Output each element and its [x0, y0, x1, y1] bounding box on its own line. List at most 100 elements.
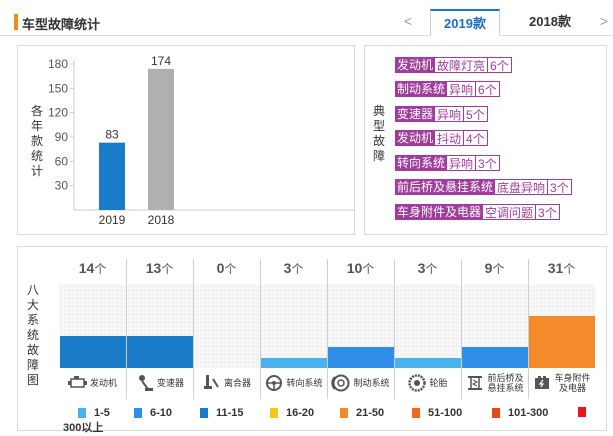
- system-bar[interactable]: [60, 336, 126, 368]
- legend-item: 51-100: [412, 407, 462, 419]
- title-accent-bar: [14, 14, 18, 30]
- system-name: 车身附件 及电器: [554, 373, 591, 393]
- legend-label: 11-15: [216, 407, 244, 419]
- y-tick-label: 150: [48, 81, 68, 95]
- system-label: 离合器: [193, 368, 260, 398]
- legend-swatch: [270, 408, 278, 418]
- system-name: 变速器: [156, 378, 184, 388]
- legend-label: 51-100: [428, 407, 463, 419]
- system-count: 9个: [484, 260, 505, 276]
- system-bar[interactable]: [462, 347, 528, 368]
- x-tick-label: 2019: [99, 213, 126, 227]
- engine-icon: [67, 376, 87, 388]
- fault-category: 发动机: [395, 56, 436, 73]
- fault-count: 3个: [476, 154, 500, 171]
- clutch-pedal-icon: [203, 375, 219, 389]
- eight-systems-panel: 八大系统故障图 14个 发动机 13个 变速器 0个 离合器 3个 转向系统 10个 制动系统 3个…: [17, 246, 607, 434]
- system-count: 3个: [417, 260, 438, 276]
- fault-issue: 故障灯亮: [435, 56, 489, 73]
- legend-item: 21-50: [340, 407, 384, 419]
- system-bar[interactable]: [127, 336, 193, 368]
- tab-2019[interactable]: 2019款: [430, 9, 500, 36]
- fault-item[interactable]: 变速器 异响 5个: [395, 105, 488, 122]
- legend-label: 21-50: [356, 407, 385, 419]
- tire-icon: [408, 374, 427, 392]
- fault-category: 制动系统: [395, 81, 448, 97]
- fault-issue: 抖动: [435, 130, 465, 146]
- system-bar[interactable]: [328, 347, 394, 368]
- y-tick-label: 90: [55, 130, 69, 144]
- system-label: 发动机: [59, 368, 126, 398]
- system-name: 离合器: [223, 378, 251, 388]
- legend-label: 1-5: [94, 407, 110, 419]
- legend-swatch: [492, 408, 500, 418]
- steering-wheel-icon: [266, 375, 283, 391]
- system-label: 轮胎: [394, 368, 461, 398]
- legend-swatch: [340, 408, 348, 418]
- system-bar[interactable]: [529, 316, 595, 368]
- system-count: 0个: [216, 260, 237, 276]
- fault-issue: 空调问题: [483, 203, 537, 220]
- fault-item[interactable]: 转向系统 异响 3个: [395, 154, 500, 171]
- legend-label: 6-10: [150, 407, 173, 419]
- fault-item[interactable]: 车身附件及电器 空调问题 3个: [395, 203, 560, 220]
- eight-systems-label: 八大系统故障图: [26, 283, 39, 387]
- fault-issue: 异响: [447, 81, 477, 97]
- legend-label: 16-20: [286, 407, 315, 419]
- system-label: 变速器: [126, 368, 193, 398]
- fault-count: 6个: [476, 81, 500, 97]
- system-name: 发动机: [89, 378, 117, 388]
- bar-value-label: 174: [151, 54, 171, 68]
- system-count: 10个: [346, 260, 375, 276]
- system-label: 转向系统: [260, 368, 327, 398]
- typical-faults-label: 典型故障: [372, 104, 385, 163]
- fault-category: 转向系统: [395, 154, 448, 171]
- fault-item[interactable]: 发动机 故障灯亮 6个: [395, 56, 512, 73]
- body-electric-icon: [535, 376, 550, 389]
- column-divider: [260, 259, 261, 399]
- system-bar[interactable]: [395, 358, 461, 368]
- fault-issue: 异响: [435, 105, 465, 122]
- fault-count: 4个: [464, 130, 488, 146]
- y-tick-label: 120: [48, 106, 68, 120]
- system-count: 3个: [283, 260, 304, 276]
- legend-swatch: [200, 408, 208, 418]
- fault-item[interactable]: 制动系统 异响 6个: [395, 81, 500, 98]
- system-label: 车身附件 及电器: [528, 368, 595, 398]
- column-divider: [126, 259, 127, 399]
- bar-2019: [99, 142, 125, 210]
- year-stats-panel: 各年款统计 30 60 90 120 150 180 83 2019 174 2018: [17, 45, 355, 235]
- legend-item: 6-10: [134, 407, 172, 419]
- section-header: 车型故障统计 < 2019款 2018款 >: [0, 9, 613, 36]
- system-name: 制动系统: [353, 378, 390, 388]
- section-title: 车型故障统计: [22, 17, 101, 32]
- prev-arrow-button[interactable]: <: [403, 13, 413, 29]
- legend-item: 101-300: [492, 407, 548, 419]
- tab-2018[interactable]: 2018款: [529, 14, 571, 29]
- fault-item[interactable]: 前后桥及悬挂系统 底盘异响 3个: [395, 179, 572, 196]
- system-bar[interactable]: [261, 358, 327, 368]
- system-name: 转向系统: [286, 378, 323, 388]
- fault-category: 前后桥及悬挂系统: [395, 179, 496, 195]
- column-divider: [528, 259, 529, 399]
- system-name: 前后桥及 悬挂系统: [487, 373, 524, 393]
- x-tick-label: 2018: [148, 213, 175, 227]
- fault-category: 发动机: [395, 130, 436, 146]
- column-divider: [327, 259, 328, 399]
- system-count: 31个: [547, 260, 576, 276]
- suspension-icon: [468, 376, 483, 390]
- column-divider: [461, 259, 462, 399]
- legend-swatch: [578, 407, 586, 417]
- legend-item: 11-15: [200, 407, 244, 419]
- next-arrow-button[interactable]: >: [599, 13, 609, 29]
- system-count: 14个: [78, 260, 107, 276]
- fault-count: 5个: [464, 105, 488, 122]
- fault-count: 6个: [488, 56, 512, 73]
- legend-item: 16-20: [270, 407, 314, 419]
- system-label: 前后桥及 悬挂系统: [461, 368, 528, 398]
- legend-swatch: [134, 408, 142, 418]
- fault-item[interactable]: 发动机 抖动 4个: [395, 130, 488, 147]
- y-tick-label: 30: [55, 179, 69, 193]
- column-divider: [193, 259, 194, 399]
- gearshift-icon: [138, 375, 153, 391]
